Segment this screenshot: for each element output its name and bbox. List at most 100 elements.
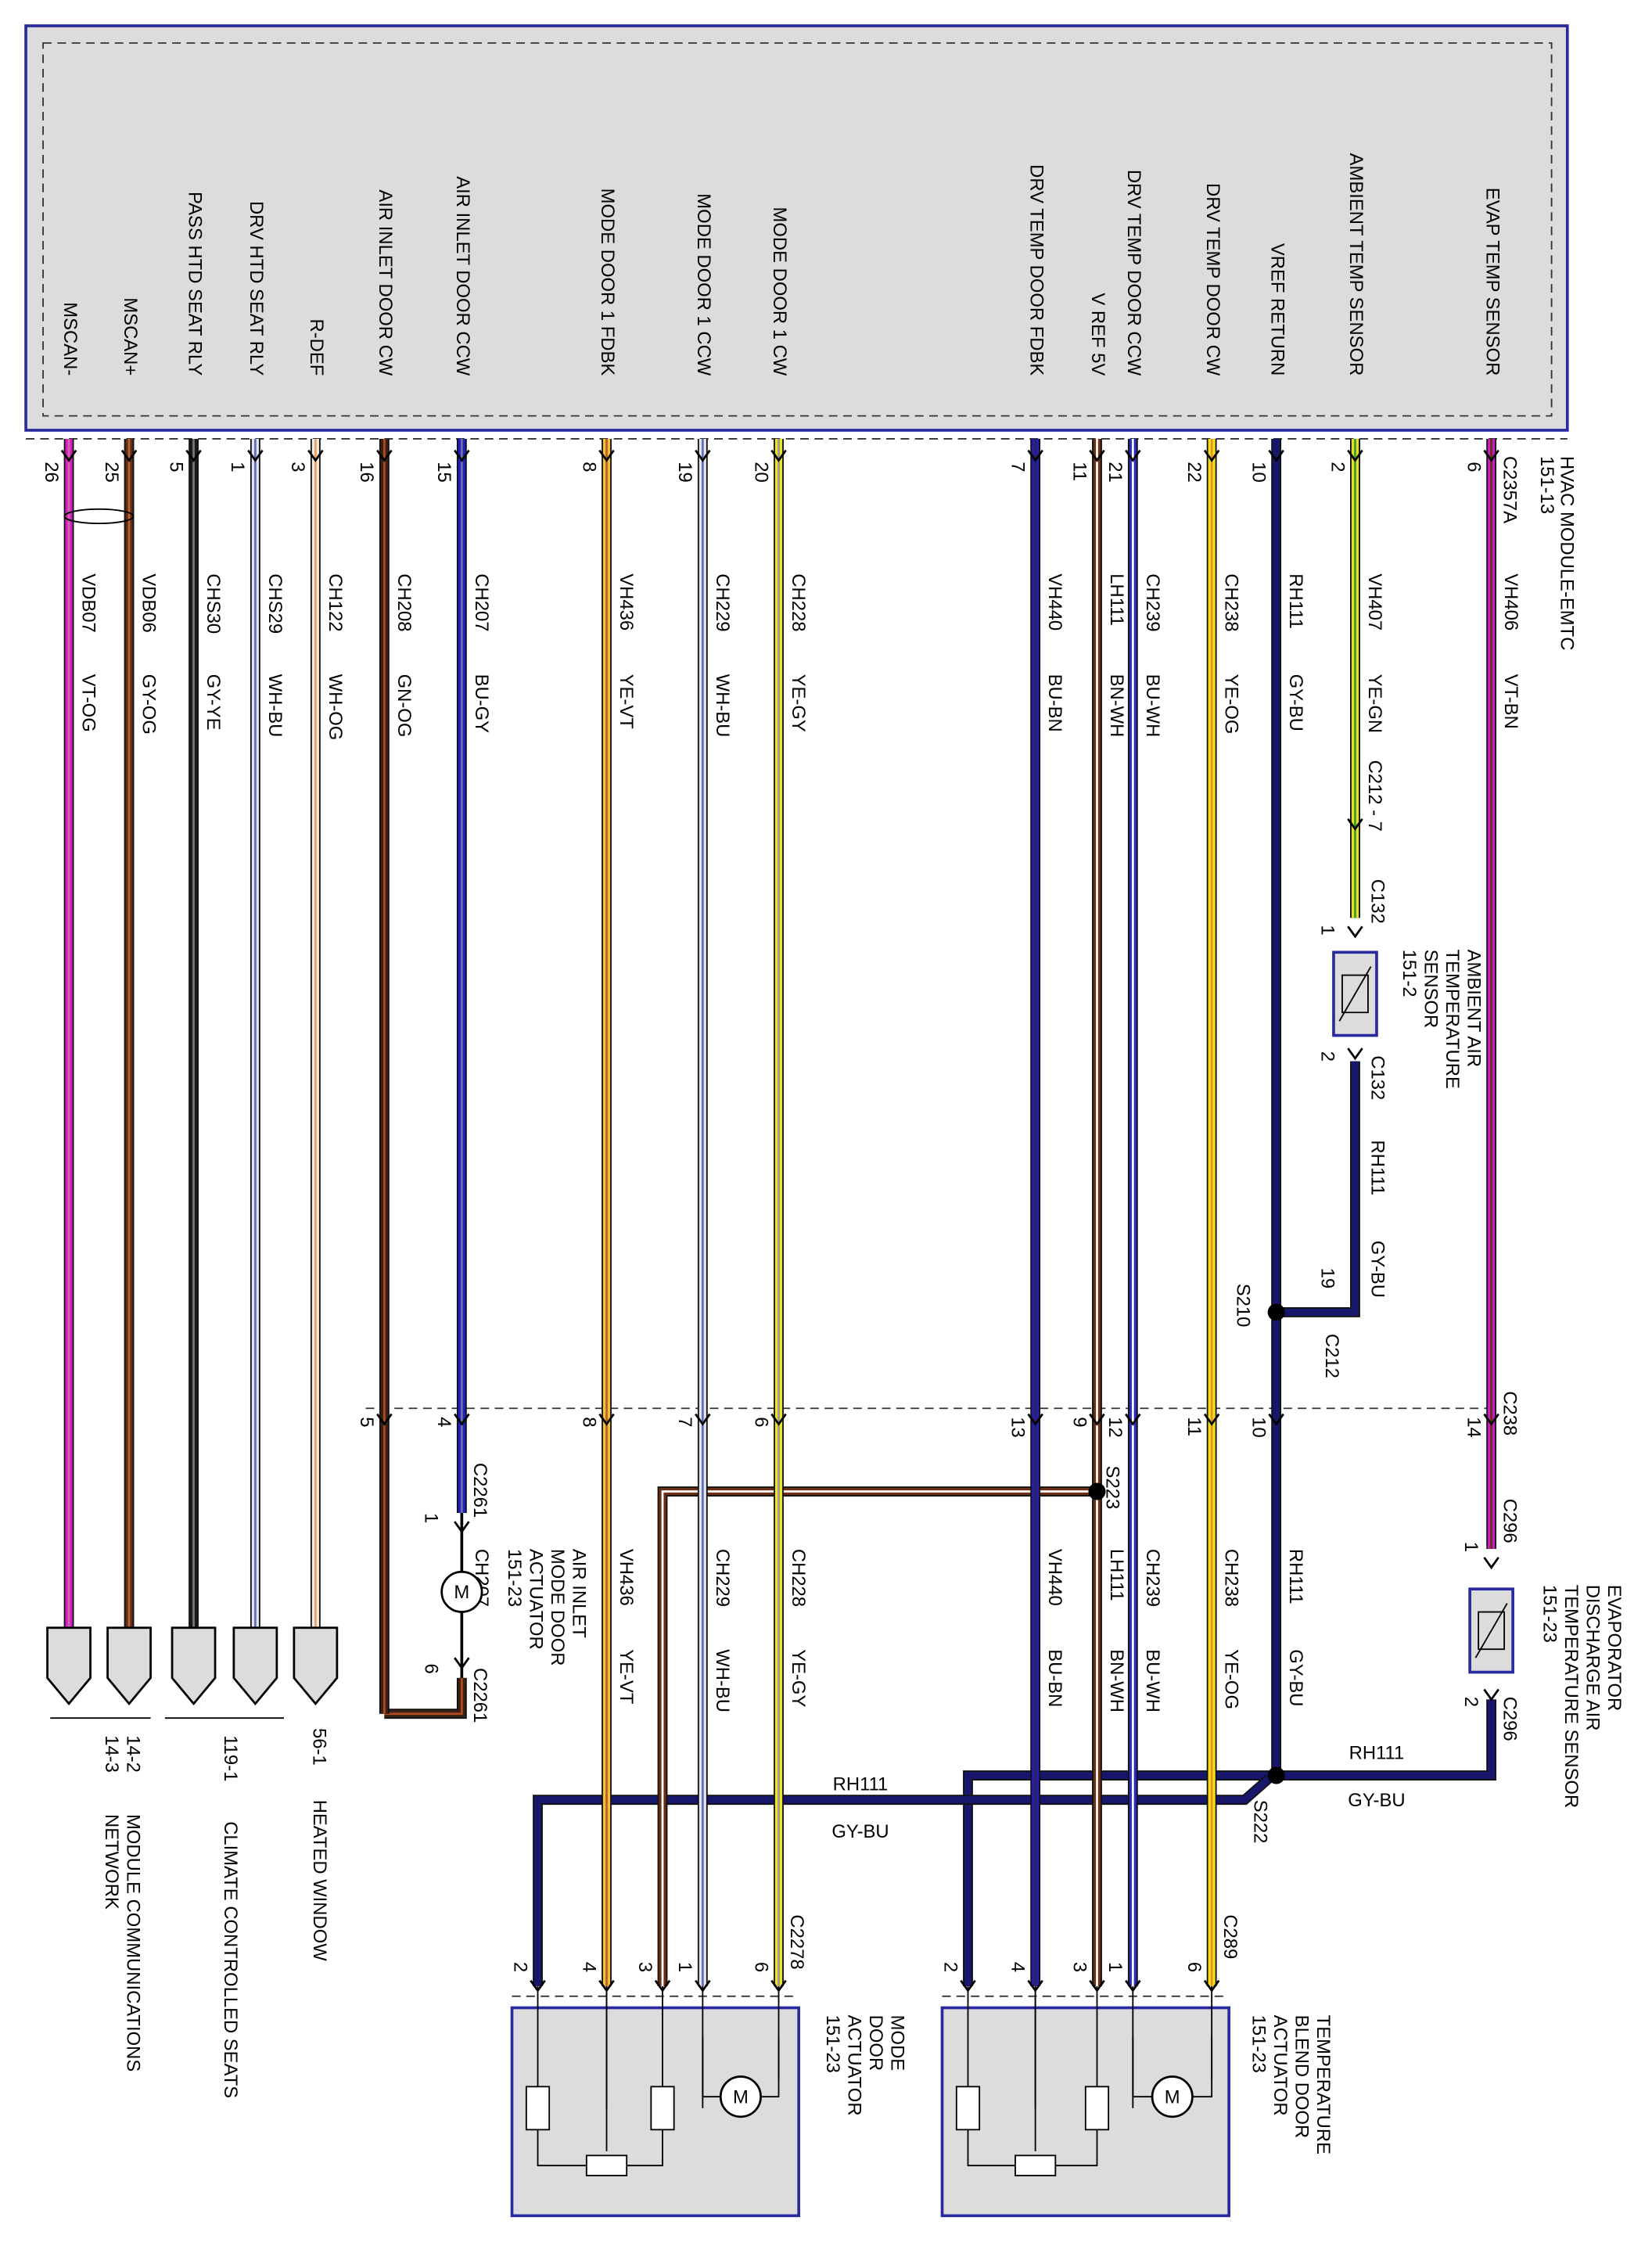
pin-number: 19	[674, 462, 695, 483]
wire-stripe	[661, 1490, 1097, 1987]
circuit: VH440	[1044, 1549, 1065, 1606]
pin-arrow	[1347, 449, 1363, 462]
actuator-label: BLEND DOOR	[1291, 2015, 1313, 2139]
wire	[1276, 1699, 1496, 1780]
connector: C132	[1367, 879, 1388, 924]
sensor-label: DISCHARGE AIR	[1582, 1585, 1604, 1731]
pin-arrow	[1268, 1413, 1284, 1426]
circuit: CH229	[712, 573, 733, 631]
destination-ref: 14-2	[122, 1735, 143, 1773]
pin-number: 6	[750, 1962, 771, 1972]
pin-number: 15	[433, 462, 454, 483]
module-connector: C2357A	[1499, 456, 1520, 523]
circuit: VH436	[616, 573, 637, 631]
actuator-label: DOOR	[865, 2015, 886, 2071]
color-code: YE-GY	[788, 1649, 809, 1707]
circuit: CH122	[325, 573, 346, 631]
color-code: WH-BU	[712, 1649, 733, 1712]
actuator-label: ACTUATOR	[1270, 2015, 1291, 2116]
pin-arrow	[695, 1413, 711, 1426]
c238-pin: 14	[1463, 1417, 1484, 1438]
actuator-label: 151-23	[822, 2015, 843, 2073]
color-code: GY-OG	[138, 674, 160, 735]
pin-number: 1	[227, 462, 248, 472]
pin-arrow	[770, 1413, 787, 1426]
color-code: BN-WH	[1106, 1649, 1127, 1712]
wire	[533, 1775, 1272, 1987]
color-code: YE-OG	[1221, 1649, 1242, 1709]
module-inner	[42, 42, 1553, 417]
pin-number: 2	[509, 1962, 530, 1972]
circuit: CH228	[788, 1549, 809, 1607]
connector-shape	[171, 1626, 217, 1706]
color-code: GY-BU	[831, 1821, 889, 1842]
pin-arrow	[454, 1657, 470, 1670]
pin-arrow	[1347, 817, 1363, 831]
circuit: CH238	[1221, 1549, 1242, 1607]
twisted-pair	[63, 508, 135, 525]
pin-number: 7	[1007, 462, 1029, 472]
circuit: VDB07	[78, 573, 99, 633]
destination-ref: 119-1	[220, 1735, 241, 1781]
circuit: CHS30	[203, 573, 224, 634]
actuator-label: ACTUATOR	[844, 2015, 865, 2116]
thermistor	[1474, 1603, 1508, 1658]
color-code: BU-BN	[1044, 674, 1065, 732]
resistor	[1015, 2154, 1057, 2176]
pin-number: 11	[1068, 462, 1090, 481]
pin-number: 8	[578, 462, 599, 472]
connector: C2261	[469, 1668, 490, 1723]
wire-stripe	[1276, 1699, 1492, 1777]
pin-arrow	[1203, 1413, 1220, 1426]
pin-number: 6	[1463, 462, 1484, 472]
pin-arrow	[376, 1413, 393, 1426]
color-code: BU-BN	[1044, 1649, 1065, 1707]
color-code: YE-GY	[788, 674, 809, 732]
resistor	[1084, 2086, 1110, 2131]
pin-function: DRV TEMP DOOR CW	[1202, 183, 1223, 376]
pin-arrow	[1089, 1413, 1105, 1426]
pin-function: MSCAN+	[120, 297, 141, 376]
wire-outline	[384, 1677, 467, 1719]
circuit: VH407	[1364, 573, 1385, 631]
pin-number: 2	[1460, 1697, 1481, 1707]
module-ref: 151-13	[1536, 456, 1557, 514]
pin-function: PASS HTD SEAT RLY	[184, 192, 205, 376]
circuit: RH111	[1285, 1549, 1306, 1604]
pin-number: 10	[1248, 462, 1270, 483]
pin-arrow	[247, 449, 264, 462]
pin-number: 6	[421, 1664, 442, 1674]
destination-label: NETWORK	[101, 1814, 122, 1910]
color-code: GN-OG	[393, 674, 415, 738]
pin-function: AIR INLET DOOR CW	[375, 189, 396, 376]
resistor	[585, 2154, 628, 2176]
pin-function: DRV TEMP DOOR CCW	[1123, 170, 1144, 376]
wire-stripe	[537, 1777, 1270, 1987]
circuit: LH111	[1106, 573, 1127, 626]
circuit: CHS29	[264, 573, 286, 634]
wire-outline	[1276, 1061, 1360, 1317]
color-code: WH-BU	[264, 674, 286, 738]
color-code: WH-OG	[325, 674, 346, 741]
color-code: GY-BU	[1367, 1241, 1388, 1298]
wire	[384, 1677, 465, 1718]
pin-arrow	[1483, 1688, 1499, 1701]
inline-connector: C212 - 7	[1364, 760, 1385, 832]
connector: C296	[1499, 1697, 1520, 1741]
circuit: VH440	[1044, 573, 1065, 631]
actuator-label: 151-23	[1248, 2015, 1270, 2073]
circuit: CH238	[1221, 573, 1242, 631]
color-code: BU-WH	[1142, 1649, 1163, 1712]
motor-label: M	[454, 1582, 469, 1603]
splice	[1267, 1303, 1285, 1321]
c238-pin: 7	[674, 1417, 695, 1427]
pin-arrow	[307, 449, 324, 462]
circuit: RH111	[833, 1774, 889, 1795]
pin-number: 20	[750, 462, 771, 483]
pin-number: 25	[101, 462, 122, 483]
motor-label: M	[733, 2086, 749, 2107]
c238-pin: 9	[1068, 1417, 1090, 1427]
module-box	[24, 24, 1569, 432]
pin-arrow	[1483, 1413, 1499, 1426]
